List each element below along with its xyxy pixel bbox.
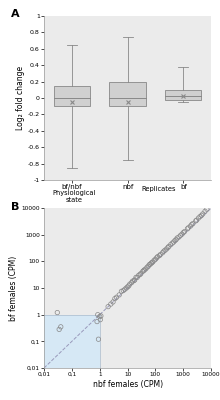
Point [141, 268, 145, 274]
Text: A: A [11, 10, 19, 20]
Point [182, 229, 185, 236]
Point [111, 299, 115, 305]
Point [143, 267, 146, 273]
Point [125, 285, 128, 291]
Bar [165, 90, 202, 100]
Point [167, 243, 170, 250]
Point [166, 244, 170, 251]
Point [109, 301, 113, 307]
Y-axis label: bf females (CPM): bf females (CPM) [9, 255, 18, 321]
Point [150, 259, 154, 266]
Point [175, 235, 179, 241]
Bar [54, 86, 90, 106]
Point [189, 223, 192, 229]
Point [155, 255, 158, 261]
Point [152, 257, 156, 264]
Point [139, 270, 143, 277]
Point [96, 312, 99, 318]
Point [161, 250, 164, 256]
Point [180, 231, 184, 237]
Point [201, 211, 205, 217]
Point [128, 281, 132, 287]
Point [115, 294, 118, 300]
Point [148, 262, 151, 268]
Point [205, 206, 209, 212]
Point [156, 254, 160, 260]
Point [198, 213, 202, 220]
Point [106, 304, 110, 310]
Point [126, 284, 129, 290]
Point [147, 263, 150, 270]
Point [177, 234, 181, 240]
Point [186, 226, 189, 232]
Point [195, 217, 198, 223]
Point [57, 326, 61, 333]
Point [121, 287, 125, 294]
Point [174, 236, 178, 243]
Point [158, 252, 161, 259]
Point [173, 237, 177, 244]
Point [194, 218, 198, 224]
Point [134, 274, 138, 280]
Point [127, 283, 130, 289]
Point [183, 228, 186, 235]
Point [169, 242, 172, 248]
Point [99, 313, 103, 319]
Point [154, 256, 157, 262]
Point [135, 274, 139, 280]
Point [142, 267, 145, 274]
Point [113, 296, 117, 302]
Point [163, 247, 167, 254]
Point [123, 286, 127, 292]
Point [197, 215, 200, 221]
Point [117, 292, 121, 298]
Text: B: B [11, 202, 19, 212]
Point [55, 309, 59, 316]
Point [151, 259, 154, 265]
Point [190, 221, 193, 228]
Point [97, 336, 100, 342]
Point [179, 232, 182, 238]
Point [120, 288, 123, 294]
Point [95, 318, 99, 325]
Text: Replicates: Replicates [141, 186, 176, 192]
X-axis label: nbf females (CPM): nbf females (CPM) [93, 380, 163, 389]
Point [133, 277, 136, 283]
Point [203, 208, 207, 214]
Point [159, 251, 162, 258]
Point [137, 272, 140, 278]
Point [138, 271, 142, 278]
Y-axis label: Log₂ fold change: Log₂ fold change [16, 66, 25, 130]
Point [98, 313, 101, 320]
Point [144, 266, 148, 272]
Point [130, 279, 134, 286]
Point [149, 260, 153, 266]
Point [162, 248, 166, 254]
Point [145, 264, 149, 270]
Point [170, 240, 174, 246]
Point [172, 239, 175, 245]
Point [165, 246, 168, 252]
Point [132, 277, 136, 284]
Bar [110, 82, 146, 106]
Point [131, 278, 134, 284]
Text: Physiological
state: Physiological state [52, 190, 95, 203]
Point [200, 212, 203, 218]
Bar [44, 315, 100, 368]
Point [148, 261, 152, 268]
Point [187, 225, 190, 231]
Point [59, 324, 62, 330]
Point [191, 220, 195, 227]
Point [99, 316, 102, 323]
